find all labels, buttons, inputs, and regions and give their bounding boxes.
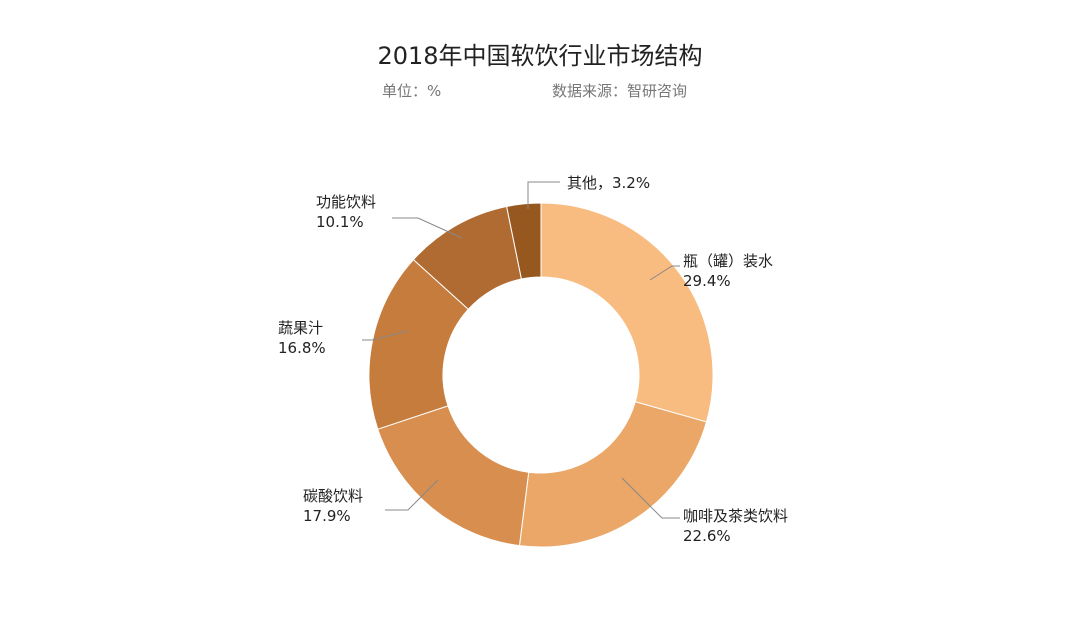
slice-value-1: 29.4%	[683, 272, 731, 290]
slice-value-3: 17.9%	[303, 507, 351, 525]
slice-name-4: 蔬果汁	[278, 319, 323, 337]
source-label: 数据来源：智研咨询	[552, 82, 688, 100]
donut-slice-3	[377, 405, 530, 547]
chart-title: 2018年中国软饮行业市场结构	[377, 42, 703, 70]
unit-label: 单位：%	[382, 82, 442, 100]
leader-line-6	[527, 181, 560, 209]
leader-line-3	[385, 479, 439, 511]
slice-value-2: 22.6%	[683, 527, 731, 545]
donut-slice-1	[540, 202, 714, 423]
leader-line-2	[621, 477, 680, 519]
donut-slice-2	[518, 401, 708, 548]
slice-label-6: 其他，3.2%	[567, 174, 650, 192]
slice-value-4: 16.8%	[278, 339, 326, 357]
leader-line-5	[392, 217, 463, 239]
slice-name-3: 碳酸饮料	[303, 487, 363, 505]
leader-line-1	[649, 265, 680, 281]
slice-name-1: 瓶（罐）装水	[683, 252, 773, 270]
slice-name-2: 咖啡及茶类饮料	[683, 507, 788, 525]
donut-slice-6	[506, 202, 542, 280]
leader-line-4	[362, 330, 409, 341]
slice-name-5: 功能饮料	[316, 193, 376, 211]
slice-value-5: 10.1%	[316, 213, 364, 231]
